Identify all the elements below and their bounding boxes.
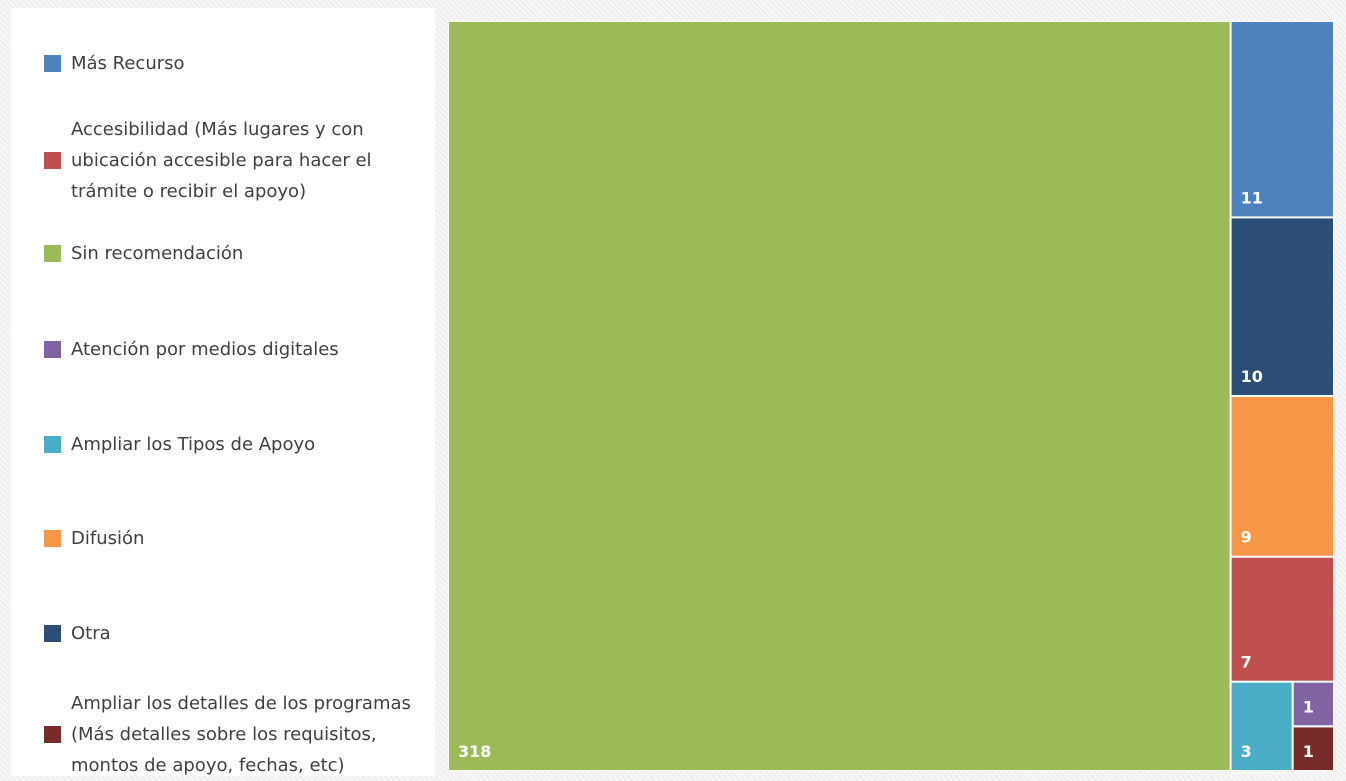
legend-item: Difusión — [44, 523, 429, 554]
legend-label: Más Recurso — [71, 53, 185, 74]
treemap-tile — [1293, 727, 1333, 770]
treemap-value-label: 7 — [1241, 653, 1252, 672]
legend-item: Sin recomendación — [44, 238, 429, 269]
legend-label: Accesibilidad (Más lugares y con ubicació… — [71, 119, 372, 202]
legend-swatch — [44, 341, 61, 358]
treemap-value-label: 1 — [1303, 742, 1314, 761]
legend-swatch — [44, 726, 61, 743]
legend-item: Atención por medios digitales — [44, 334, 429, 365]
legend-item: Accesibilidad (Más lugares y con ubicació… — [44, 114, 429, 207]
treemap-value-label: 10 — [1241, 367, 1263, 386]
treemap-tile — [1231, 682, 1292, 770]
legend-swatch — [44, 245, 61, 262]
chart-legend: Más Recurso Accesibilidad (Más lugares y … — [11, 8, 435, 776]
legend-label: Ampliar los detalles de los programas (Má… — [71, 693, 411, 776]
legend-label: Ampliar los Tipos de Apoyo — [71, 434, 316, 455]
legend-label: Difusión — [71, 528, 145, 549]
legend-label: Atención por medios digitales — [71, 339, 339, 360]
legend-swatch — [44, 436, 61, 453]
treemap-value-label: 1 — [1303, 697, 1314, 716]
treemap-plot-area: 318 11 10 9 7 3 1 1 — [448, 21, 1334, 771]
legend-swatch — [44, 625, 61, 642]
treemap-value-label: 9 — [1241, 528, 1252, 547]
treemap-tile — [1231, 557, 1333, 681]
legend-item: Ampliar los Tipos de Apoyo — [44, 429, 429, 460]
legend-item: Ampliar los detalles de los programas (Má… — [44, 688, 429, 781]
legend-label: Otra — [71, 623, 111, 644]
legend-item: Otra — [44, 618, 429, 649]
treemap-tile — [1231, 397, 1333, 556]
treemap-value-label: 11 — [1241, 188, 1263, 207]
legend-item: Más Recurso — [44, 48, 429, 79]
treemap-value-label: 3 — [1241, 742, 1252, 761]
treemap-value-label: 318 — [458, 742, 491, 761]
legend-swatch — [44, 55, 61, 72]
legend-swatch — [44, 152, 61, 169]
legend-label: Sin recomendación — [71, 243, 244, 264]
legend-swatch — [44, 530, 61, 547]
treemap-tile — [1293, 682, 1333, 726]
treemap-tile — [1231, 218, 1333, 395]
treemap-tile — [1231, 22, 1333, 217]
treemap-tile — [449, 22, 1230, 770]
